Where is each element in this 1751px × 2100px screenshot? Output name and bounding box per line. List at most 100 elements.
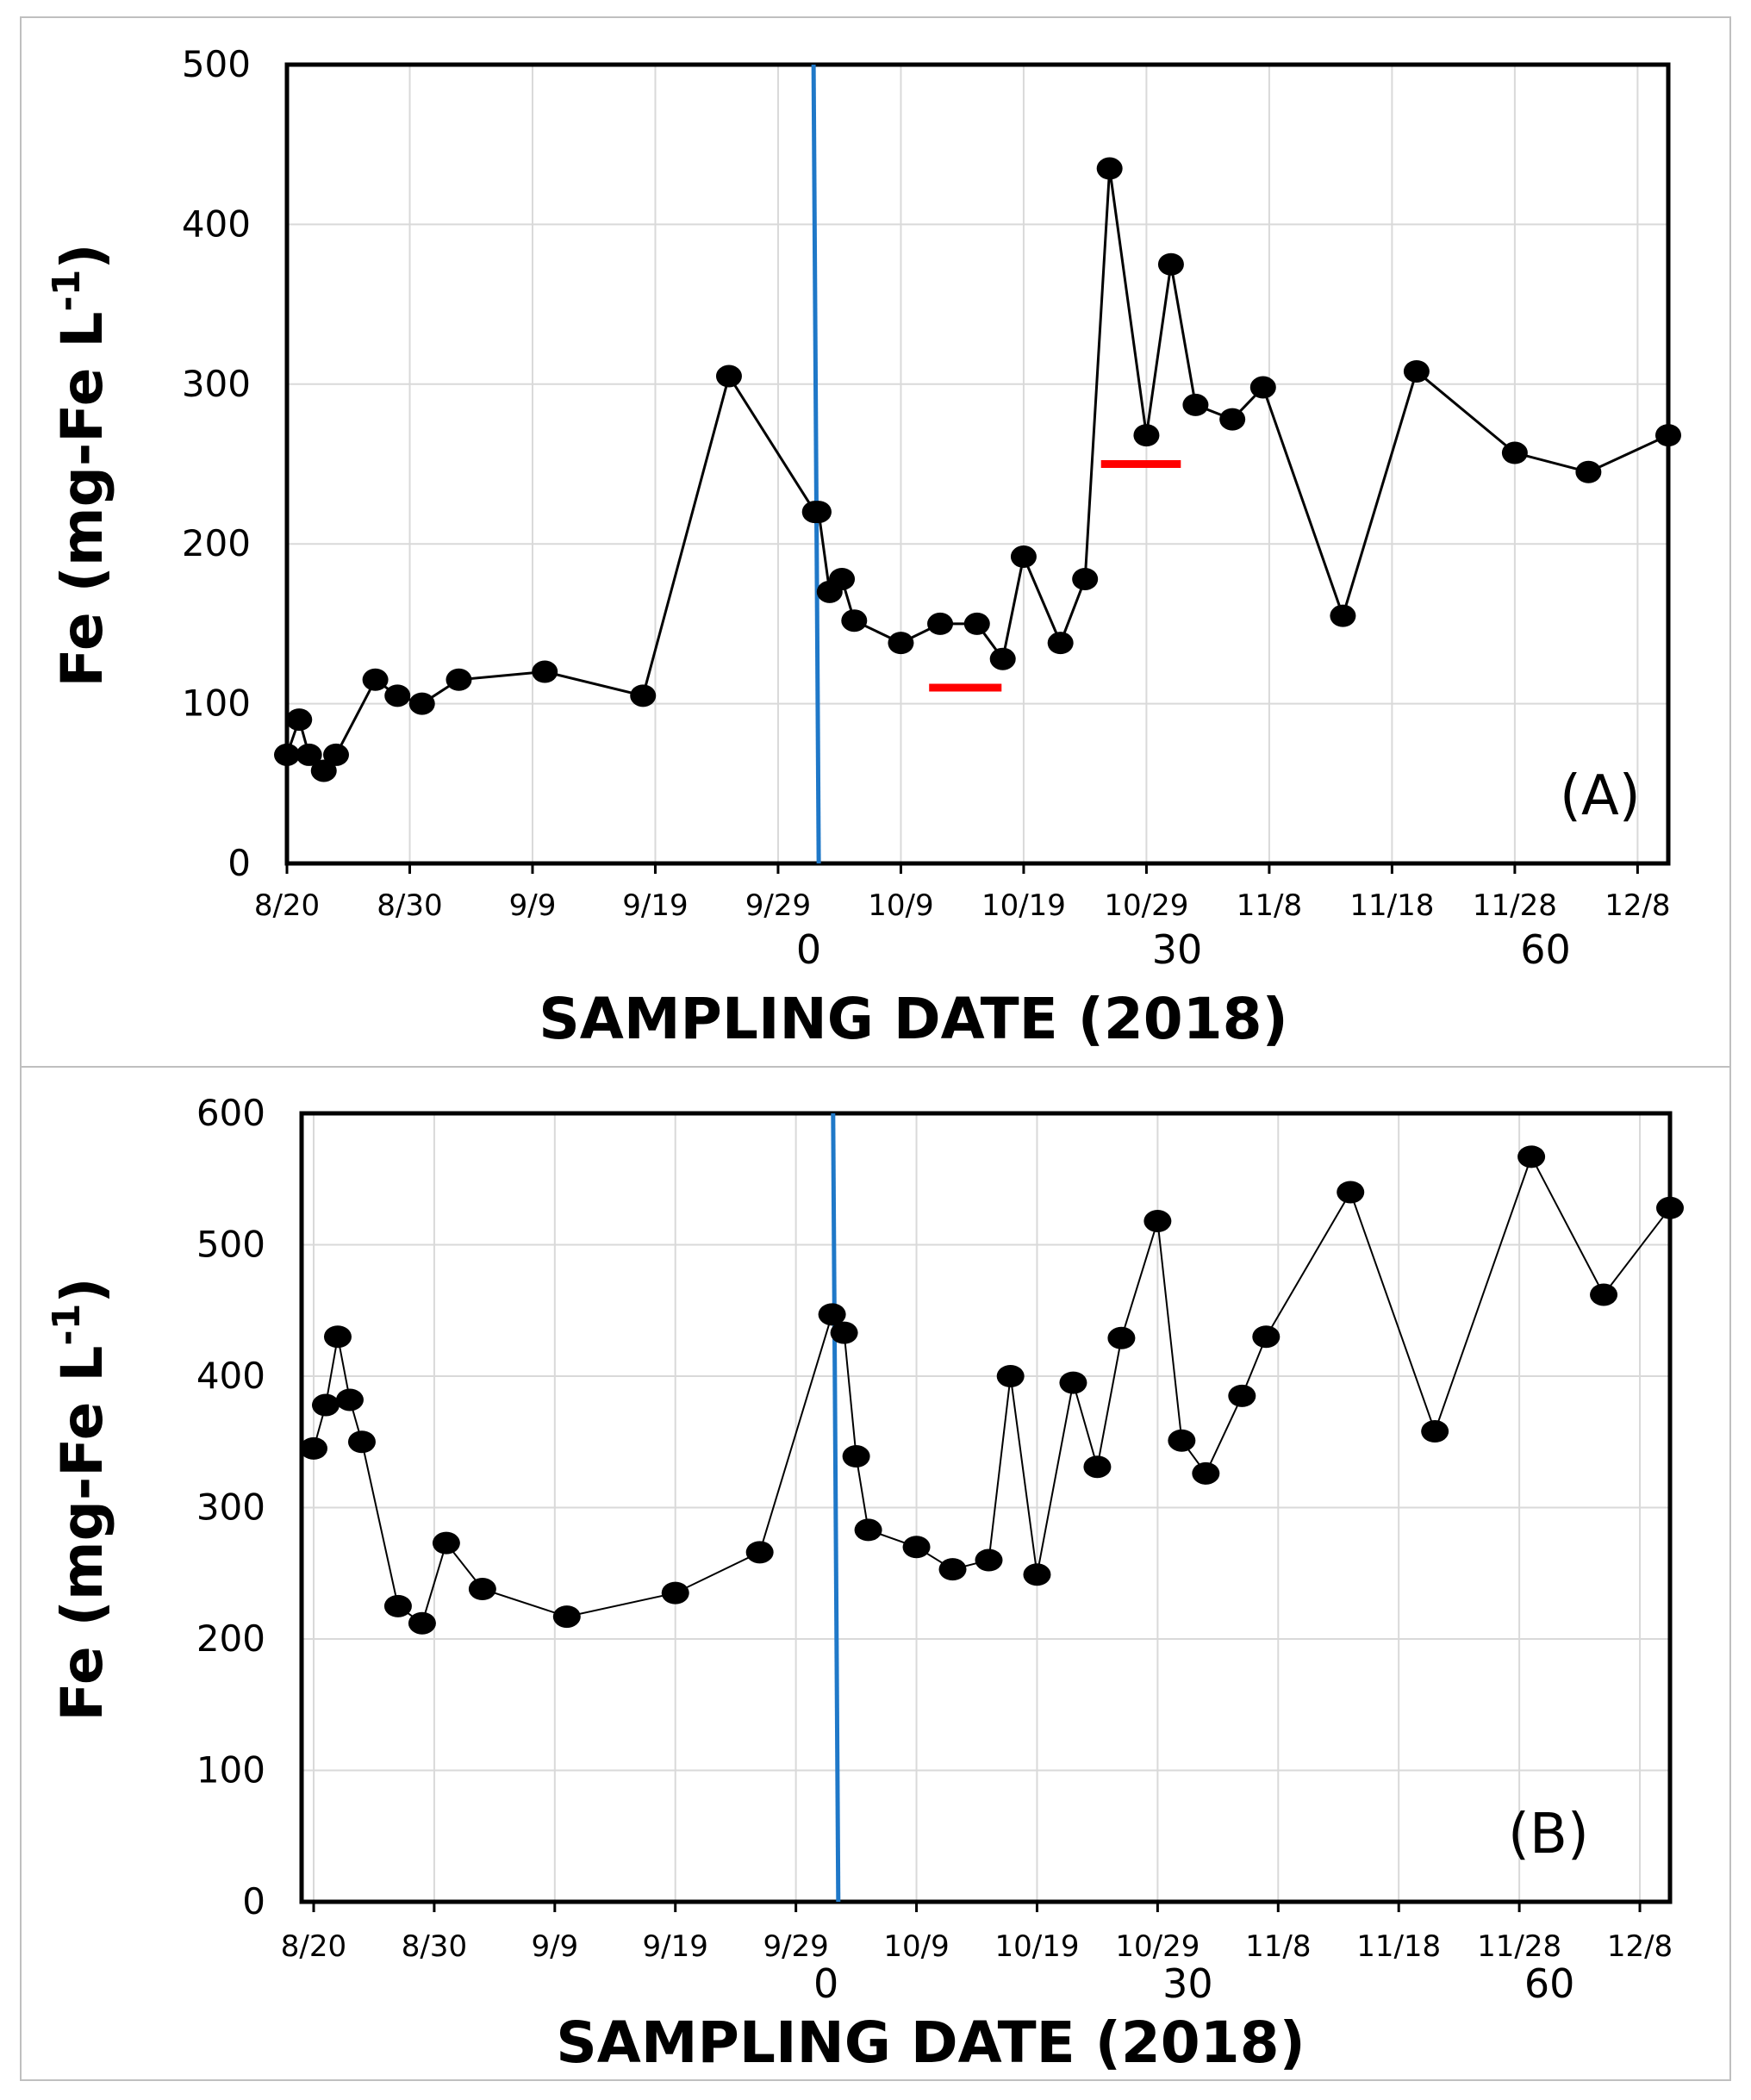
panel-b-data-point (299, 1436, 327, 1460)
panel-a-frame (20, 16, 1731, 1068)
panel-a-data-point (841, 609, 868, 632)
panel-a-date-tick-label: 11/8 (1237, 888, 1302, 923)
panel-b-date-tick-label: 11/8 (1245, 1929, 1311, 1964)
panel-a-x-axis-title: SAMPLING DATE (2018) (539, 986, 1288, 1052)
panel-a-data-point (1133, 424, 1160, 447)
panel-b-label: (B) (1508, 1803, 1589, 1866)
panel-a-plot-area (284, 62, 1671, 866)
panel-a-data-point (322, 743, 349, 766)
panel-a-date-tick-label: 8/30 (377, 888, 442, 923)
panel-a-data-point (1219, 408, 1246, 431)
panel-a-data-point (715, 365, 742, 388)
panel-b-data-point (347, 1430, 376, 1454)
panel-b-date-tick-label: 11/28 (1477, 1929, 1561, 1964)
panel-b-day-tick-label: 0 (813, 1960, 838, 2007)
panel-b-data-point (854, 1518, 882, 1542)
panel-a-data-point (296, 743, 322, 766)
panel-b-ytick-label: 200 (196, 1617, 265, 1660)
panel-b-data-point (1023, 1563, 1051, 1586)
panel-b-data-point (938, 1558, 967, 1581)
panel-b-ytick-label: 300 (196, 1486, 265, 1529)
panel-a-data-point (274, 743, 300, 766)
panel-a-data-point (362, 668, 389, 691)
panel-b-data-point (335, 1388, 364, 1411)
panel-a-data-point (1096, 157, 1123, 180)
panel-b-data-point (323, 1325, 352, 1349)
panel-a-data-point (1403, 359, 1430, 383)
panel-a-data-point (1575, 460, 1602, 483)
panel-a-data-point (989, 647, 1016, 670)
panel-b-data-point (745, 1541, 774, 1564)
panel-b-data-point (1107, 1326, 1136, 1349)
panel-b-date-tick-label: 10/9 (883, 1929, 949, 1964)
panel-b-ytick-label: 0 (242, 1880, 265, 1922)
panel-a-date-tick-label: 9/29 (745, 888, 811, 923)
panel-a-data-point (1047, 632, 1074, 655)
panel-a-date-tick-label: 9/19 (622, 888, 688, 923)
panel-b-data-point (830, 1321, 858, 1344)
panel-a-ytick-label: 400 (182, 203, 251, 245)
panel-b-y-title-main: Fe (mg-Fe L (49, 1346, 115, 1722)
panel-b-data-point (1517, 1145, 1546, 1168)
panel-a-data-point (1655, 424, 1681, 447)
panel-b-data-point (842, 1445, 870, 1468)
panel-b-points (299, 1145, 1684, 1635)
panel-b-data-point (1143, 1210, 1172, 1233)
panel-a-data-point (532, 660, 558, 683)
panel-a-data-point (1010, 545, 1037, 569)
panel-a-ytick-label: 100 (182, 682, 251, 725)
panel-a-label: (A) (1560, 764, 1641, 828)
panel-a-date-tick-label: 12/8 (1605, 888, 1670, 923)
panel-a-day-tick-label: 30 (1152, 926, 1203, 973)
panel-b-x-axis-title: SAMPLING DATE (2018) (556, 2010, 1305, 2076)
panel-b-data-point (311, 1393, 340, 1417)
panel-a-ytick-label: 500 (182, 43, 251, 85)
panel-b-data-point (1083, 1455, 1112, 1479)
panel-a-data-point (1072, 567, 1099, 590)
panel-b-y-title-close: ) (49, 1278, 115, 1304)
panel-a-data-point (408, 692, 435, 715)
panel-b-day-tick-label: 60 (1524, 1960, 1575, 2007)
panel-a-data-point (805, 501, 832, 524)
panel-b-date-tick-label: 8/30 (402, 1929, 467, 1964)
panel-a-data-point (1249, 376, 1276, 399)
panel-a-date-tick-label: 8/20 (254, 888, 320, 923)
panel-b-data-point (818, 1303, 846, 1326)
panel-a-x-axis: 8/20 8/30 9/9 9/19 9/29 10/9 10/19 10/29 11/8 11/… (254, 863, 1671, 973)
panel-a-y-title-main: Fe (mg-Fe L (49, 312, 115, 688)
panel-a-data-point (310, 759, 337, 782)
panel-b-data-point (996, 1365, 1025, 1387)
panel-a-day-tick-label: 60 (1520, 926, 1571, 973)
panel-b-y-axis-title: Fe (mg-Fe L-1) (45, 1278, 115, 1722)
panel-b-data-point (902, 1536, 931, 1559)
panel-b-y-axis: 0 100 200 300 400 500 600 (196, 1092, 265, 1922)
panel-a-y-axis: 0 100 200 300 400 500 (182, 43, 251, 884)
panel-b-data-point (383, 1594, 412, 1617)
panel-a-data-point (888, 632, 914, 655)
panel-a-y-title-close: ) (49, 244, 115, 270)
panel-a-date-tick-label: 11/18 (1349, 888, 1434, 923)
panel-b-data-point (1059, 1371, 1087, 1394)
panel-a-data-point (630, 684, 657, 707)
panel-b-x-axis: 8/20 8/30 9/9 9/19 9/29 10/9 10/19 10/29 11/8 11/… (281, 1902, 1673, 2007)
panel-b-ytick-label: 100 (196, 1749, 265, 1792)
panel-b-data-point (1168, 1429, 1196, 1452)
panel-b-frame (20, 1066, 1731, 2081)
panel-a-points (274, 157, 1681, 782)
panel-b-data-point (1252, 1325, 1281, 1349)
panel-b-data-point (1656, 1196, 1684, 1219)
panel-b-data-point (432, 1531, 460, 1555)
panel-a-data-point (384, 684, 411, 707)
panel-b-data-point (1192, 1461, 1220, 1485)
panel-a-date-tick-label: 11/28 (1473, 888, 1557, 923)
panel-a-data-point (1182, 393, 1209, 416)
panel-a-y-axis-title: Fe (mg-Fe L-1) (45, 244, 115, 688)
panel-a-date-tick-label: 10/9 (868, 888, 933, 923)
panel-a-ytick-label: 200 (182, 522, 251, 564)
panel-b-ytick-label: 400 (196, 1355, 265, 1397)
panel-a-data-point (1501, 441, 1528, 464)
panel-b-data-point (1228, 1384, 1256, 1407)
panel-a-y-title-sup: -1 (45, 270, 89, 312)
